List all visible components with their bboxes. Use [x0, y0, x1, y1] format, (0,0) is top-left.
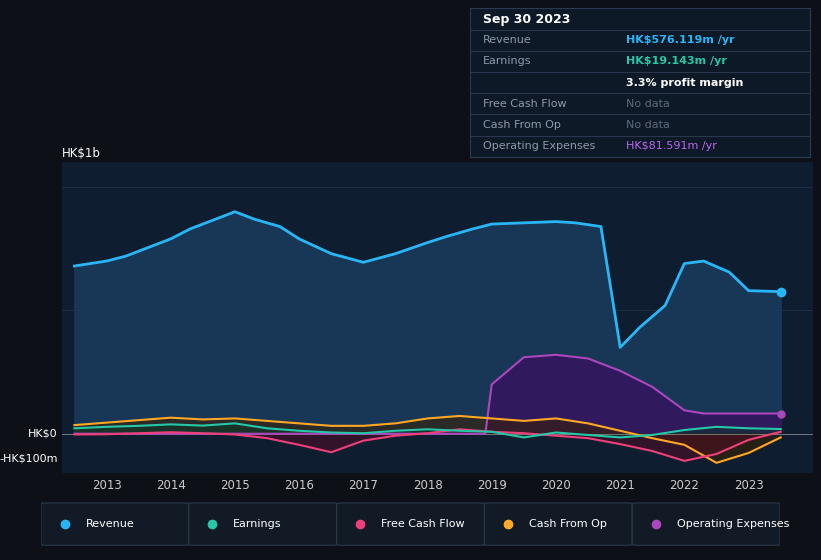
Text: HK$0: HK$0 [28, 429, 57, 438]
Text: HK$1b: HK$1b [62, 147, 100, 160]
Text: No data: No data [626, 99, 670, 109]
Text: Cash From Op: Cash From Op [484, 120, 561, 130]
Text: Free Cash Flow: Free Cash Flow [484, 99, 566, 109]
Text: HK$81.591m /yr: HK$81.591m /yr [626, 141, 718, 151]
Text: Earnings: Earnings [233, 519, 282, 529]
Text: Sep 30 2023: Sep 30 2023 [484, 12, 571, 26]
FancyBboxPatch shape [41, 503, 189, 545]
Text: Operating Expenses: Operating Expenses [677, 519, 789, 529]
Text: HK$576.119m /yr: HK$576.119m /yr [626, 35, 735, 45]
Text: -HK$100m: -HK$100m [0, 454, 57, 464]
FancyBboxPatch shape [337, 503, 484, 545]
Text: Free Cash Flow: Free Cash Flow [381, 519, 465, 529]
Text: HK$19.143m /yr: HK$19.143m /yr [626, 57, 727, 67]
Text: Operating Expenses: Operating Expenses [484, 141, 595, 151]
Text: Cash From Op: Cash From Op [529, 519, 607, 529]
Text: Revenue: Revenue [85, 519, 134, 529]
FancyBboxPatch shape [189, 503, 337, 545]
Text: No data: No data [626, 120, 670, 130]
Text: Revenue: Revenue [484, 35, 532, 45]
FancyBboxPatch shape [484, 503, 632, 545]
Text: Earnings: Earnings [484, 57, 532, 67]
FancyBboxPatch shape [632, 503, 780, 545]
Text: 3.3% profit margin: 3.3% profit margin [626, 78, 744, 87]
